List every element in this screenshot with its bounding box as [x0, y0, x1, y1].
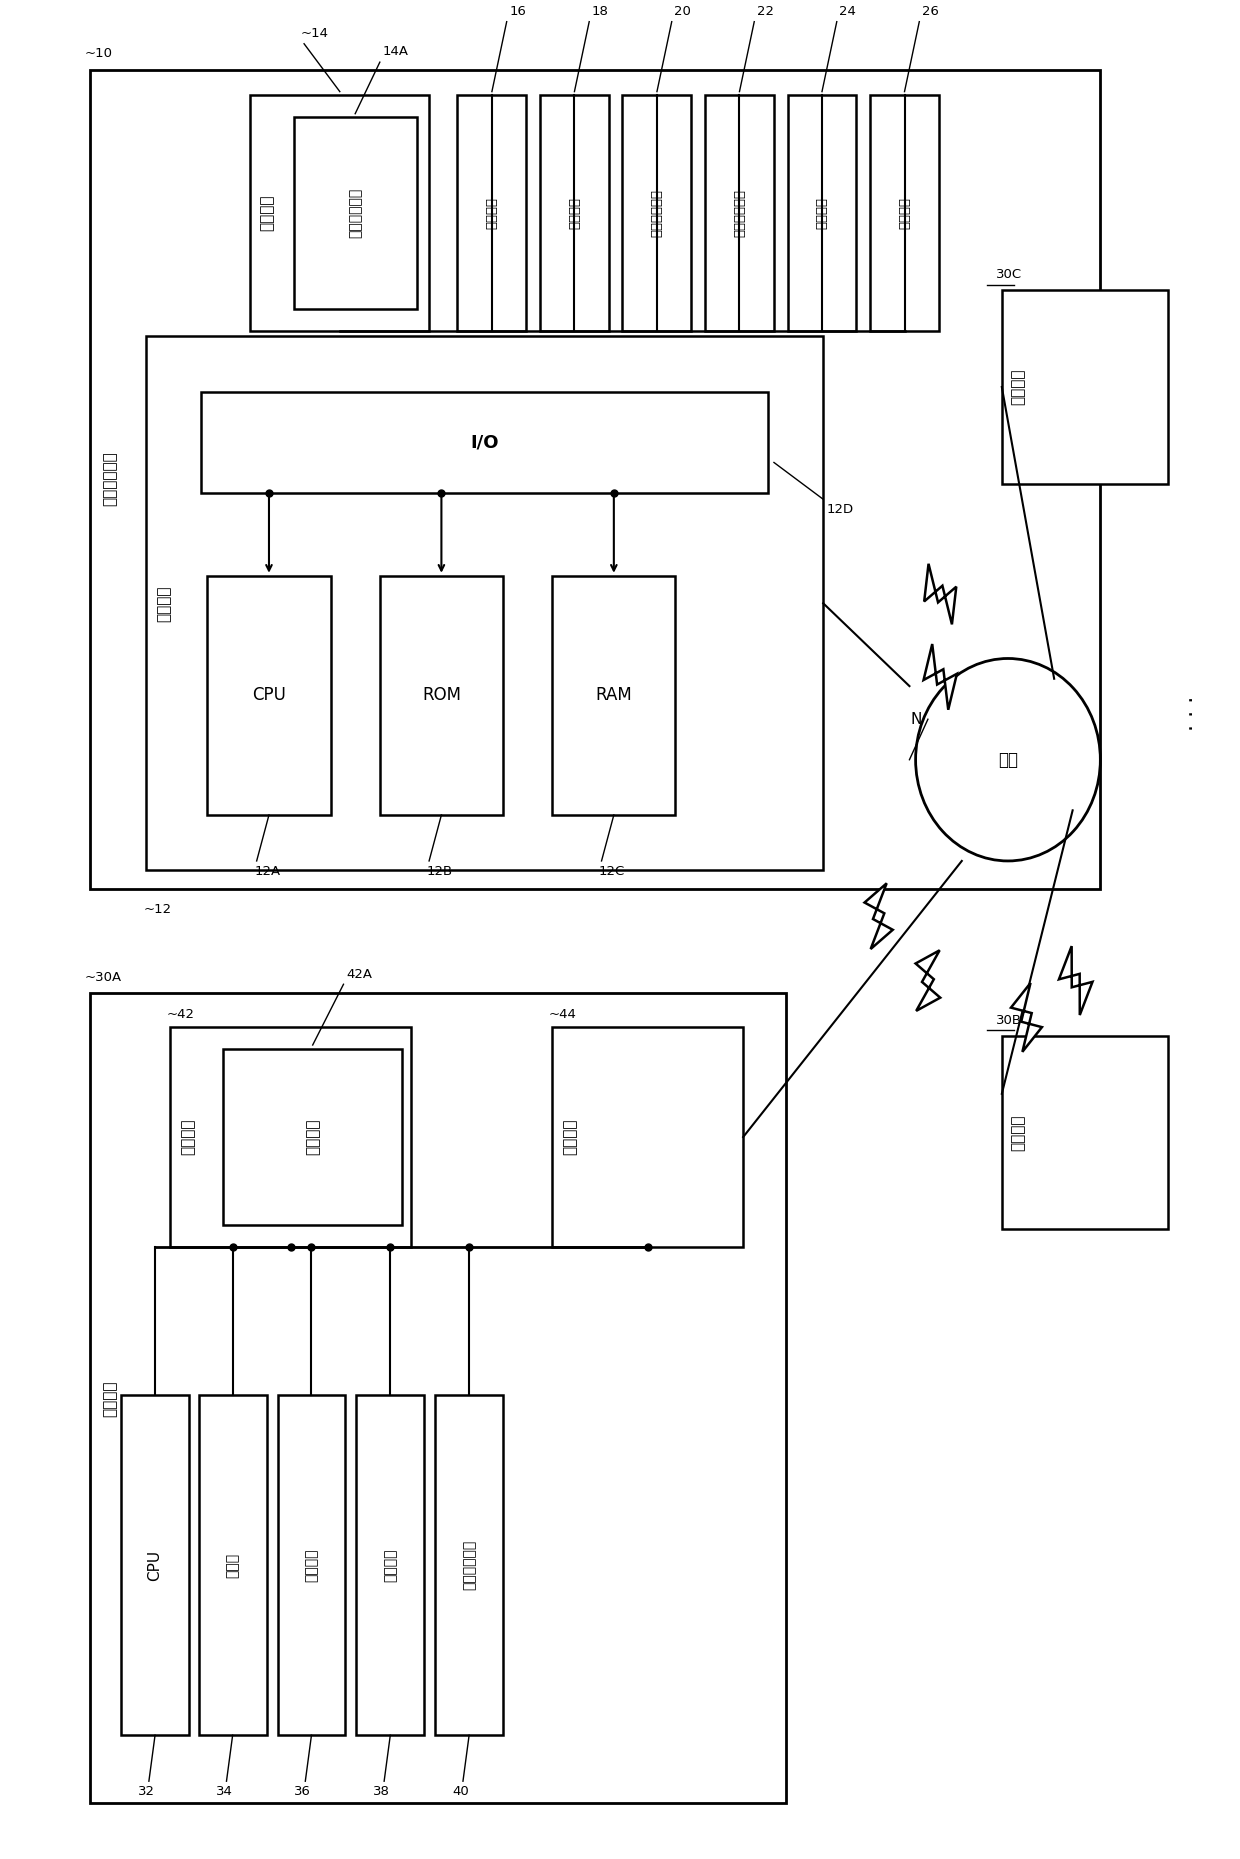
Text: 终端设备: 终端设备	[1011, 1114, 1025, 1151]
Text: 36: 36	[294, 1785, 311, 1798]
Bar	[552, 576, 676, 814]
Text: 14A: 14A	[382, 45, 408, 58]
Bar	[1002, 290, 1168, 483]
Text: 近场通信单元: 近场通信单元	[463, 1539, 476, 1589]
Text: 通信单元: 通信单元	[562, 1119, 577, 1154]
Bar	[91, 69, 1100, 889]
Bar	[201, 392, 768, 493]
Text: CPU: CPU	[148, 1549, 162, 1580]
Text: 网络: 网络	[998, 751, 1018, 770]
Text: 22: 22	[756, 6, 774, 19]
Text: ~42: ~42	[166, 1008, 195, 1021]
Text: 12D: 12D	[827, 504, 854, 517]
Text: 26: 26	[921, 6, 939, 19]
Bar	[278, 1394, 345, 1734]
Bar	[250, 95, 429, 331]
Text: 20: 20	[675, 6, 691, 19]
Text: ~10: ~10	[84, 46, 113, 59]
Text: N: N	[910, 712, 921, 727]
Bar	[539, 95, 609, 331]
Text: 24: 24	[839, 6, 856, 19]
Bar	[435, 1394, 503, 1734]
Text: · · ·: · · ·	[1183, 695, 1203, 731]
Bar	[122, 1394, 188, 1734]
Text: 图像形成设备: 图像形成设备	[103, 452, 118, 506]
Bar	[356, 1394, 424, 1734]
Text: 图像形成单元: 图像形成单元	[651, 190, 663, 238]
Text: 终端设备: 终端设备	[103, 1379, 118, 1417]
Text: 30C: 30C	[996, 268, 1022, 281]
Polygon shape	[924, 563, 956, 625]
Text: ~30A: ~30A	[84, 970, 122, 983]
Bar	[170, 1026, 410, 1247]
Bar	[706, 95, 774, 331]
Text: 12A: 12A	[254, 864, 280, 877]
Text: 通信单元: 通信单元	[898, 197, 911, 229]
Text: 显示单元: 显示单元	[485, 197, 498, 229]
Text: 操作单元: 操作单元	[305, 1549, 319, 1582]
Text: 文档读取单元: 文档读取单元	[733, 190, 746, 238]
Text: ~44: ~44	[548, 1008, 577, 1021]
Bar	[1002, 1035, 1168, 1229]
Text: 存储单元: 存储单元	[180, 1119, 195, 1154]
Bar	[198, 1394, 267, 1734]
Bar	[146, 336, 823, 870]
Bar	[622, 95, 692, 331]
Text: 错误通知程序: 错误通知程序	[348, 188, 362, 238]
Text: 显示单元: 显示单元	[383, 1549, 397, 1582]
Text: 34: 34	[216, 1785, 232, 1798]
Text: ~12: ~12	[144, 903, 171, 916]
Bar	[294, 117, 417, 309]
Text: 32: 32	[138, 1785, 155, 1798]
Text: CPU: CPU	[252, 686, 286, 705]
Bar	[207, 576, 331, 814]
Ellipse shape	[915, 658, 1100, 861]
Text: 42A: 42A	[346, 967, 372, 980]
Text: 12B: 12B	[427, 864, 453, 877]
Text: 控制单元: 控制单元	[156, 586, 172, 621]
Text: 存储单元: 存储单元	[259, 195, 274, 231]
Text: 40: 40	[453, 1785, 469, 1798]
Text: ~14: ~14	[300, 28, 329, 41]
Polygon shape	[864, 883, 893, 950]
Bar	[379, 576, 503, 814]
Text: I/O: I/O	[470, 433, 498, 452]
Bar	[223, 1048, 402, 1225]
Bar	[552, 1026, 743, 1247]
Text: 38: 38	[373, 1785, 391, 1798]
Polygon shape	[915, 950, 940, 1011]
Text: 18: 18	[591, 6, 609, 19]
Text: ROM: ROM	[422, 686, 461, 705]
Text: 30B: 30B	[996, 1013, 1022, 1026]
Text: 存储器: 存储器	[226, 1552, 239, 1578]
Polygon shape	[1059, 946, 1092, 1015]
Polygon shape	[924, 643, 957, 710]
Bar	[787, 95, 857, 331]
Text: 操作单元: 操作单元	[568, 197, 580, 229]
Text: 终端设备: 终端设备	[1011, 368, 1025, 405]
Text: 检测单元: 检测单元	[816, 197, 828, 229]
Text: 16: 16	[510, 6, 526, 19]
Bar	[870, 95, 939, 331]
Text: 应用程序: 应用程序	[305, 1119, 320, 1154]
Text: 12C: 12C	[599, 864, 625, 877]
Polygon shape	[1011, 983, 1042, 1052]
Bar	[458, 95, 527, 331]
Bar	[91, 993, 786, 1803]
Text: RAM: RAM	[595, 686, 632, 705]
